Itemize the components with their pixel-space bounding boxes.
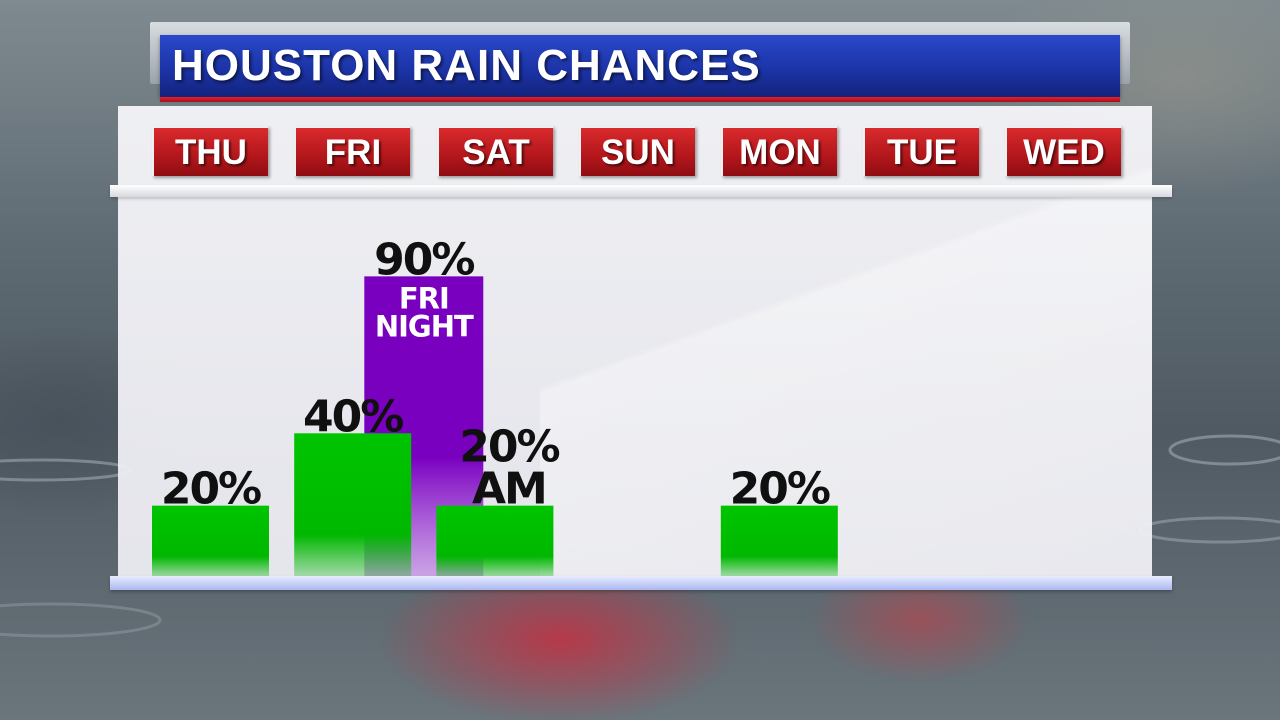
bar-thu (152, 505, 269, 578)
bar-label-thu: 20% (161, 464, 261, 515)
day-tab-mon: MON (721, 126, 837, 176)
day-tab-fri: FRI (294, 126, 410, 176)
bar-label-fri-night: 90% (374, 234, 474, 285)
bar-label-sat: 20% (459, 422, 559, 473)
bar-label-mon: 20% (730, 464, 830, 515)
bar-sat (436, 505, 554, 578)
day-tab-sat: SAT (437, 126, 553, 176)
bar-label-fri: 40% (303, 391, 403, 442)
bar-inner-label-fri-night-0: FRI (399, 281, 449, 315)
day-tab-thu: THU (152, 126, 268, 176)
bar-fri (294, 433, 412, 578)
day-tab-sun: SUN (579, 126, 695, 176)
bar-mon (720, 505, 838, 578)
bar-sublabel-sat: AM (472, 464, 546, 515)
title-bar (160, 35, 1120, 97)
page-title: HOUSTON RAIN CHANCES (172, 41, 761, 90)
base-shelf (110, 576, 1172, 590)
day-tab-wed: WED (1005, 126, 1121, 176)
title-underline (160, 97, 1120, 102)
bar-inner-label-fri-night-1: NIGHT (375, 309, 474, 343)
day-shelf (110, 185, 1172, 197)
day-tab-tue: TUE (863, 126, 979, 176)
